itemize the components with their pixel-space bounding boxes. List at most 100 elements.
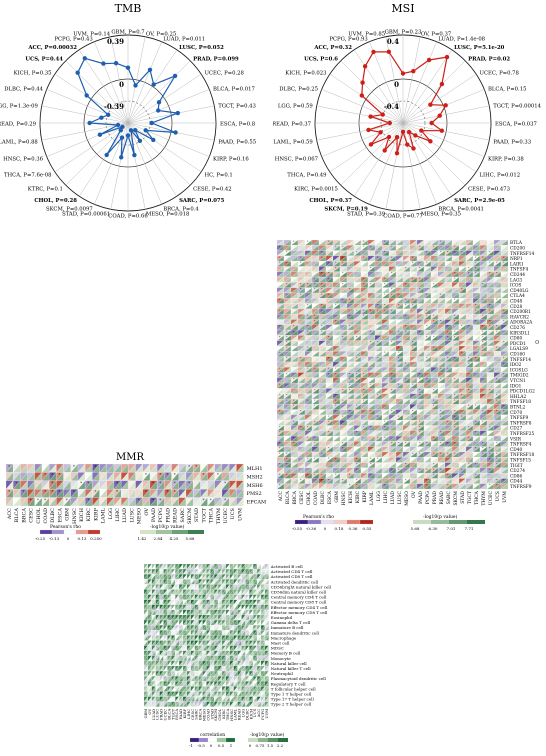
ici-gene-label: ADORA2A [509,321,533,326]
mmr-cancer-label: ACC [7,508,13,520]
ici-cell-star: * [468,267,470,270]
mmr-cell-star: * [95,489,97,494]
ici-cell-star: * [440,293,442,296]
ici-gene-label: TMIGD2 [510,374,529,379]
mmr-cancer-label: PRAD [165,508,171,523]
ici-cell-star: * [454,251,456,254]
ici-cell-star: * [489,262,491,265]
ici-legend-p-swatch [449,520,467,524]
ici-cancer-label: CESC [299,491,305,505]
tmb-point [137,138,143,143]
mmr-cell-star: * [217,472,219,477]
mmr-cell-star: * [174,489,176,494]
ici-cell-star: * [307,325,309,328]
tmb-spoke [127,60,191,124]
ici-cancer-label: STAD [460,491,466,504]
ici-cell-star: * [384,277,386,280]
msi-spoke [402,89,485,124]
msi-point [411,69,416,74]
tmb-cancer-label: KIRP, P=0.16 [213,157,249,163]
msi-ring-label-min: -0.4 [384,102,399,111]
msi-spoke [369,41,404,124]
ici-cell-star: * [405,299,407,302]
ici-cancer-label: OV [411,490,417,498]
ici-cell-star: * [461,288,463,291]
tmb-spoke [127,122,210,157]
mmr-cell-star: * [116,481,118,486]
ici-cell-star: * [363,283,365,286]
ici-gene-label: ICOS [510,284,522,289]
ici-cell-star: * [321,288,323,291]
immune-cell-heatmap: Activated B cell Activated CD4 T cell Acti… [140,560,370,750]
tmb-spoke [54,122,129,173]
ici-cell-star: * [384,304,386,307]
ici-cell-star: * [391,272,393,275]
ici-cell-star: * [447,325,449,328]
ici-cell-star: * [384,251,386,254]
msi-cancer-label: UVM, P=0.85 [348,31,385,37]
ici-gene-label: TNFRSF18 [510,453,535,458]
mmr-cell-star: * [138,497,140,502]
ici-cancer-label: CHOL [306,491,312,505]
ici-cell-star: * [279,309,281,312]
mmr-cancer-label: SKCM [187,508,193,524]
msi-spoke [402,73,477,124]
tmb-spoke [110,36,129,124]
ici-cell-star: * [370,309,372,312]
tmb-spoke [127,122,146,210]
msi-cancer-label: GBM, P=0.23 [385,30,422,36]
msi-cancer-label: TGCT, P=0.00014 [493,104,541,110]
ici-cancer-label: THCA [474,490,480,504]
ici-cell-star: * [426,325,428,328]
tmb-point [104,152,109,158]
tmb-cancer-label: SKCM, P=0.0097 [46,207,93,213]
tmb-point [99,115,104,120]
ici-cell-star: * [405,283,407,286]
ici-cell-star: * [426,251,428,254]
msi-cancer-label: KIRP, P=0.38 [488,157,524,163]
tmb-point [84,93,89,98]
mmr-cell-star: * [174,481,176,486]
ici-cell-star: * [321,283,323,286]
mmr-cell-star: * [44,497,46,502]
ici-gene-label: TNFRSF25 [510,432,535,437]
ici-cell-star: * [489,251,491,254]
ici-cell-star: * [328,272,330,275]
ici-cell-star: * [475,320,477,323]
mmr-cell-star: * [195,464,197,469]
tmb-spoke [127,105,215,124]
ici-cell-star: * [384,293,386,296]
ici-cancer-label: ACC [278,491,284,503]
ici-cell-star: * [468,325,470,328]
ici-cell-star: * [426,309,428,312]
ici-gene-label: IDO1 [510,384,522,389]
mmr-cancer-label: LGG [108,508,114,519]
ici-cell-star: * [335,267,337,270]
mmr-cell-star: * [159,497,161,502]
ici-gene-label: CD276 [510,326,525,331]
mmr-cancer-label: PCPG [158,508,164,523]
ici-cell-star: * [286,336,288,339]
ici-cell-star: * [454,246,456,249]
tmb-point [118,128,124,133]
ici-cell-star: * [454,330,456,333]
ici-cell-star: * [454,315,456,318]
ici-cell-star: * [426,315,428,318]
ici-cell-star: * [433,320,435,323]
ici-cell-star: * [293,330,295,333]
mmr-legend-p-tick: 1.42 [138,536,147,541]
msi-spoke [402,122,421,210]
mmr-legend-rho-swatch [63,529,77,535]
ici-gene-label: TNFSF4 [510,268,529,273]
ici-cell-star: * [426,262,428,265]
ici-cell-star: * [363,240,365,243]
tmb-cancer-label: LUSC, P=0.052 [179,45,224,51]
ici-cell-star: * [405,304,407,307]
mmr-cell-star: * [44,472,46,477]
ici-cell-star: * [335,262,337,265]
tmb-point [173,130,178,135]
ici-gene-label: VTCN1 [509,379,526,384]
ici-gene-label: LAIR1 [510,262,524,267]
mmr-cancer-label: CHOL [36,507,42,523]
ici-cell-star: * [419,246,421,249]
